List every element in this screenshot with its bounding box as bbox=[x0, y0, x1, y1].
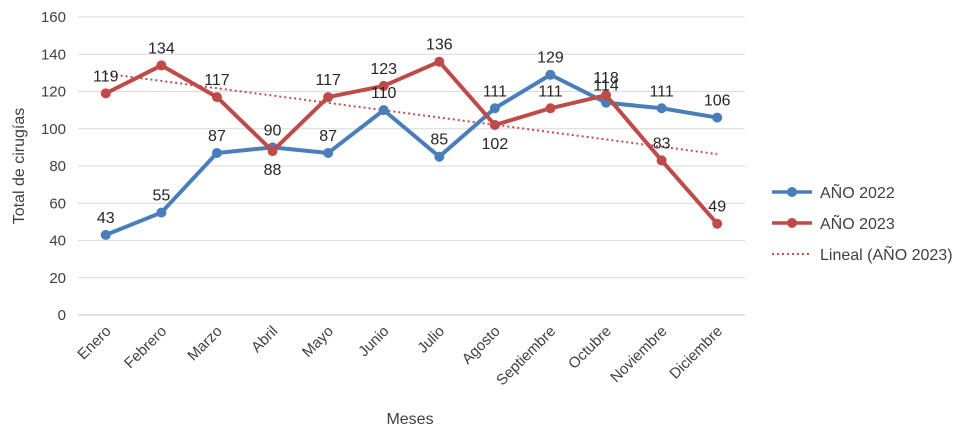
data-label-0: 87 bbox=[319, 128, 337, 145]
series-point-0 bbox=[545, 69, 556, 80]
series-point-0 bbox=[712, 112, 723, 123]
svg-text:AÑO 2022: AÑO 2022 bbox=[820, 182, 895, 202]
series-point-0 bbox=[100, 229, 111, 240]
y-tick-label: 140 bbox=[41, 46, 66, 63]
x-tick-label: Enero bbox=[74, 323, 114, 363]
series-point-1 bbox=[545, 103, 556, 114]
series-point-1 bbox=[601, 90, 612, 101]
series-point-0 bbox=[323, 147, 334, 158]
series-line-0 bbox=[103, 72, 720, 237]
data-label-1: 117 bbox=[315, 72, 341, 89]
series-point-1 bbox=[100, 88, 111, 99]
series-point-0 bbox=[156, 207, 167, 218]
x-tick-label: Junio bbox=[355, 323, 392, 360]
series-point-1 bbox=[267, 146, 278, 157]
data-label-0: 85 bbox=[430, 132, 448, 149]
data-label-1: 49 bbox=[708, 199, 726, 216]
data-label-1: 134 bbox=[148, 40, 175, 57]
gridlines bbox=[78, 16, 745, 316]
x-tick-label: Noviembre bbox=[607, 323, 670, 386]
series-point-0 bbox=[489, 103, 500, 114]
y-tick-label: 160 bbox=[41, 9, 66, 26]
data-label-1: 136 bbox=[426, 37, 453, 54]
x-tick-label: Octubre bbox=[565, 323, 615, 373]
data-label-0: 129 bbox=[537, 50, 564, 67]
legend-item-2023: AÑO 2023 bbox=[772, 213, 895, 233]
x-tick-label: Marzo bbox=[184, 323, 225, 364]
data-label-0: 55 bbox=[152, 188, 170, 205]
series-group bbox=[100, 56, 723, 240]
x-tick-label: Abril bbox=[248, 323, 281, 356]
y-tick-label: 20 bbox=[49, 270, 66, 287]
series-point-0 bbox=[378, 105, 389, 116]
series-point-1 bbox=[156, 60, 167, 71]
data-label-1: 123 bbox=[370, 61, 397, 78]
series-point-1 bbox=[323, 92, 334, 103]
data-label-0: 114 bbox=[593, 78, 619, 95]
series-point-0 bbox=[434, 151, 445, 162]
y-axis-ticks: 0 20 40 60 80 100 120 140 160 bbox=[41, 9, 66, 324]
x-tick-label: Diciembre bbox=[666, 323, 726, 383]
x-tick-label: Agosto bbox=[459, 323, 504, 368]
series-point-1 bbox=[211, 92, 222, 103]
data-label-0: 111 bbox=[649, 83, 673, 100]
data-label-1: 118 bbox=[593, 70, 619, 87]
data-label-0: 111 bbox=[483, 83, 507, 100]
series-line-1 bbox=[103, 59, 720, 226]
legend-item-trendline: Lineal (AÑO 2023) bbox=[772, 244, 953, 264]
data-label-1: 83 bbox=[653, 135, 671, 152]
y-tick-label: 0 bbox=[58, 307, 66, 324]
y-tick-label: 60 bbox=[49, 195, 66, 212]
series-point-1 bbox=[489, 120, 500, 131]
series-point-1 bbox=[656, 155, 667, 166]
y-tick-label: 120 bbox=[41, 84, 66, 101]
series-point-1 bbox=[434, 56, 445, 67]
data-label-0: 87 bbox=[208, 128, 226, 145]
y-tick-label: 100 bbox=[41, 121, 66, 138]
series-point-0 bbox=[656, 103, 667, 114]
y-axis-title: Total de cirugías bbox=[11, 108, 28, 225]
data-label-0: 43 bbox=[97, 210, 115, 227]
data-label-0: 90 bbox=[264, 122, 282, 139]
legend: AÑO 2022 AÑO 2023 Lineal (AÑO 2023) bbox=[772, 182, 953, 264]
data-labels: 43 55 87 90 87 110 85 111 129 114 111 106 119 134 117 8… bbox=[93, 37, 731, 227]
y-tick-label: 40 bbox=[49, 233, 66, 250]
data-label-1: 119 bbox=[93, 68, 119, 85]
x-axis-title: Meses bbox=[386, 411, 433, 428]
legend-item-2022: AÑO 2022 bbox=[772, 182, 895, 202]
series-point-1 bbox=[378, 80, 389, 91]
x-tick-label: Febrero bbox=[121, 323, 170, 372]
data-label-0: 110 bbox=[371, 85, 397, 102]
data-label-0: 106 bbox=[704, 93, 731, 110]
data-label-1: 88 bbox=[264, 162, 282, 179]
data-label-1: 117 bbox=[204, 72, 230, 89]
data-label-1: 102 bbox=[482, 136, 509, 153]
x-tick-label: Julio bbox=[414, 323, 448, 357]
y-tick-label: 80 bbox=[49, 158, 66, 175]
x-tick-label: Mayo bbox=[299, 323, 337, 361]
series-point-1 bbox=[712, 218, 723, 229]
series-point-0 bbox=[211, 147, 222, 158]
svg-text:AÑO 2023: AÑO 2023 bbox=[820, 213, 895, 233]
x-axis-ticks: Enero Febrero Marzo Abril Mayo Junio Julio Agos… bbox=[74, 323, 726, 389]
data-label-1: 111 bbox=[538, 83, 562, 100]
svg-text:Lineal (AÑO 2023): Lineal (AÑO 2023) bbox=[820, 244, 953, 264]
x-tick-label: Septiembre bbox=[493, 323, 559, 389]
